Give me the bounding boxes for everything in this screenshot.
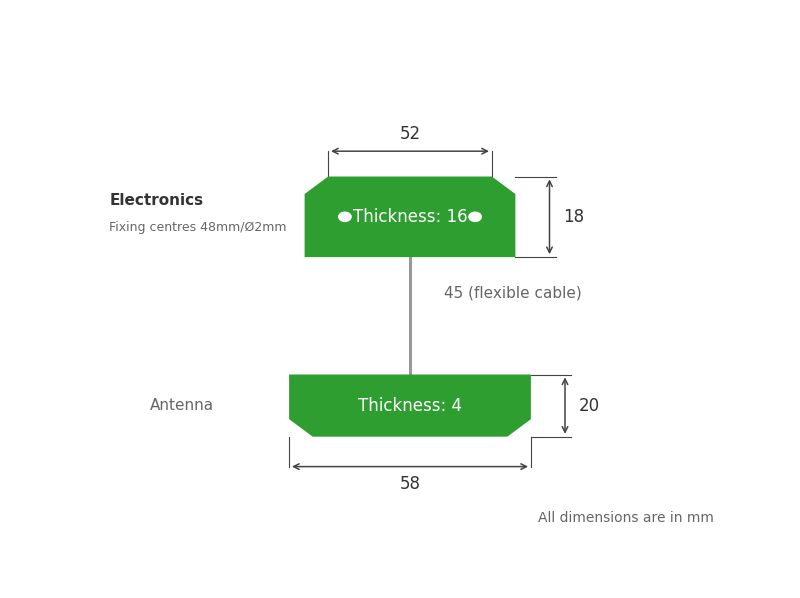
Text: Thickness: 16: Thickness: 16 (353, 208, 467, 226)
Circle shape (469, 212, 482, 221)
Text: Fixing centres 48mm/Ø2mm: Fixing centres 48mm/Ø2mm (110, 221, 287, 234)
Polygon shape (305, 176, 515, 257)
Text: 18: 18 (563, 208, 584, 226)
Text: 45 (flexible cable): 45 (flexible cable) (444, 285, 582, 300)
Text: Electronics: Electronics (110, 193, 203, 208)
Text: Thickness: 4: Thickness: 4 (358, 396, 462, 414)
Text: 52: 52 (399, 125, 421, 143)
Text: 20: 20 (578, 396, 600, 414)
Text: All dimensions are in mm: All dimensions are in mm (538, 511, 714, 525)
Text: 58: 58 (399, 475, 421, 493)
Text: Antenna: Antenna (150, 398, 214, 413)
Polygon shape (289, 374, 531, 437)
Circle shape (338, 212, 351, 221)
